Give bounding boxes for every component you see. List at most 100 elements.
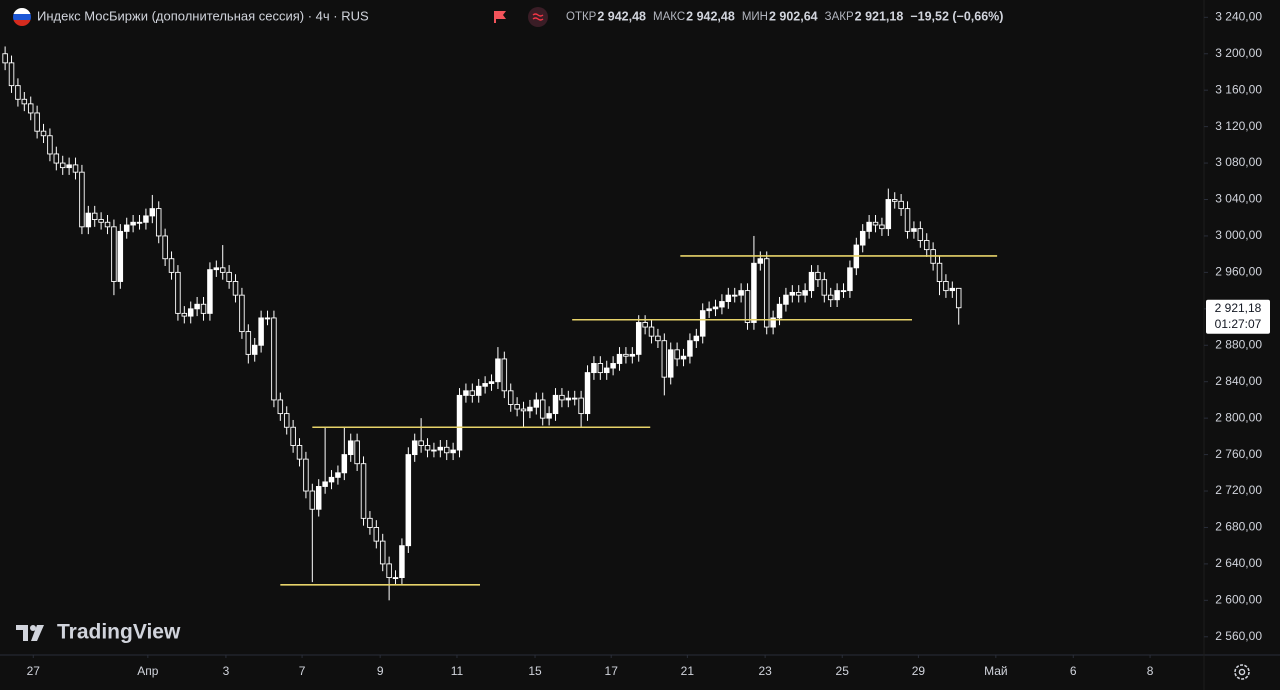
ohlc-value: 2 902,64 xyxy=(769,9,818,23)
candle-body xyxy=(367,517,373,528)
candle-body xyxy=(143,215,149,223)
candle-body xyxy=(258,317,264,346)
y-tick-label: 2 600,00 xyxy=(1215,593,1262,607)
y-tick-label: 3 160,00 xyxy=(1215,82,1262,96)
candle-body xyxy=(757,258,764,264)
candle-body xyxy=(776,303,783,319)
candle-body xyxy=(21,98,28,105)
candle-body xyxy=(315,486,322,510)
candle-body xyxy=(514,404,520,410)
candle-body xyxy=(111,226,117,282)
candle-body xyxy=(162,235,168,260)
y-tick-label: 3 000,00 xyxy=(1215,228,1262,242)
candle-body xyxy=(475,385,482,396)
y-tick-label: 2 840,00 xyxy=(1215,374,1262,388)
candle-body xyxy=(226,271,232,282)
y-tick-label: 3 240,00 xyxy=(1215,9,1262,23)
x-tick-label: 17 xyxy=(605,664,619,678)
chart-title: Индекс МосБиржи (дополнительная сессия) … xyxy=(37,8,369,23)
ohlc-legend: ОТКР 2 942,48 МАКС 2 942,48 МИН 2 902,64 ЗАКР 2… xyxy=(566,9,1003,23)
y-tick-label: 2 680,00 xyxy=(1215,520,1262,534)
candle-body xyxy=(232,281,239,296)
candle-body xyxy=(680,355,687,360)
candle-body xyxy=(405,454,412,547)
candle-body xyxy=(40,130,47,137)
flag-icon[interactable] xyxy=(494,11,506,23)
candle-body xyxy=(66,164,72,169)
candle-body xyxy=(360,463,367,519)
candle-body xyxy=(482,383,488,387)
y-tick-label: 2 960,00 xyxy=(1215,265,1262,279)
candle-body xyxy=(335,472,341,478)
candle-body xyxy=(603,367,610,374)
candle-body xyxy=(194,303,200,310)
candle-body xyxy=(213,267,220,271)
indicator-icon[interactable] xyxy=(528,7,548,27)
logo: TradingView xyxy=(16,621,181,644)
candle-body xyxy=(911,228,917,232)
candle-body xyxy=(783,294,789,305)
candle-body xyxy=(815,271,821,281)
y-tick-label: 3 120,00 xyxy=(1215,119,1262,133)
candle-body xyxy=(181,312,188,317)
x-tick-label: 27 xyxy=(27,664,41,678)
x-tick-label: Май xyxy=(984,664,1008,678)
candle-body xyxy=(271,317,277,401)
candle-body xyxy=(187,308,194,317)
candle-body xyxy=(322,481,328,487)
candle-body xyxy=(431,449,437,452)
candle-body xyxy=(533,399,540,408)
candle-body xyxy=(904,208,911,232)
candle-body xyxy=(923,240,930,251)
candle-body xyxy=(354,440,360,465)
settings-button[interactable] xyxy=(1234,664,1250,680)
symbol-flag xyxy=(13,8,31,26)
candle-body xyxy=(296,445,303,460)
candle-body xyxy=(879,224,885,230)
candle-body xyxy=(943,281,949,292)
candle-body xyxy=(565,397,572,401)
candle-body xyxy=(667,349,674,378)
candle-body xyxy=(725,294,732,302)
candle-body xyxy=(501,358,508,392)
y-tick-label: 2 640,00 xyxy=(1215,556,1262,570)
candle-body xyxy=(386,563,392,579)
y-tick-label: 2 760,00 xyxy=(1215,447,1262,461)
candle-body xyxy=(949,287,956,292)
candle-body xyxy=(34,112,40,132)
ohlc-change: −19,52 (−0,66%) xyxy=(910,9,1003,23)
candle-body xyxy=(303,458,309,492)
indicator-icon-glyph xyxy=(532,13,544,21)
candle-body xyxy=(8,62,15,87)
candle-body xyxy=(661,340,668,378)
candle-body xyxy=(341,454,348,474)
candle-body xyxy=(283,413,290,428)
candle-body xyxy=(674,349,680,360)
candle-body xyxy=(443,446,450,454)
candle-body xyxy=(149,208,156,217)
candle-body xyxy=(264,317,271,320)
candle-body xyxy=(104,221,111,228)
candle-body xyxy=(72,164,79,173)
ohlc-value: 2 921,18 xyxy=(855,9,904,23)
candle-body xyxy=(85,212,92,228)
candle-body xyxy=(98,219,104,223)
candle-body xyxy=(699,310,706,337)
candle-body xyxy=(859,230,866,246)
candle-body xyxy=(379,540,386,565)
candle-body xyxy=(917,228,924,241)
candle-body xyxy=(693,335,700,342)
candle-body xyxy=(840,290,847,293)
candle-body xyxy=(546,413,552,419)
y-tick-label: 2 720,00 xyxy=(1215,483,1262,497)
logo-text: TradingView xyxy=(57,621,181,644)
candle-body xyxy=(437,446,444,451)
candle-body xyxy=(399,545,405,579)
candle-body xyxy=(584,372,591,415)
x-tick-label: 6 xyxy=(1070,664,1077,678)
x-tick-label: 25 xyxy=(836,664,850,678)
ohlc-key: МАКС xyxy=(653,11,685,23)
candle-body xyxy=(200,303,207,314)
